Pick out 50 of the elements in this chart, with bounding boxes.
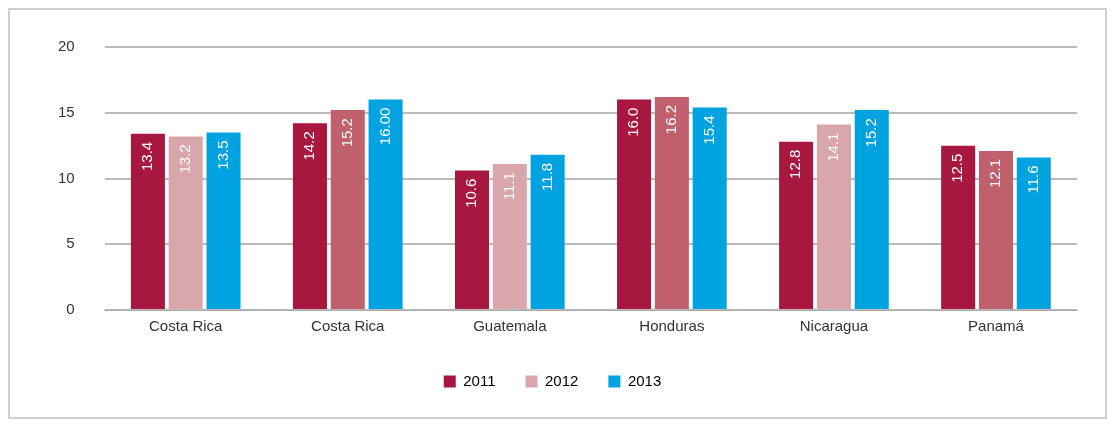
bar <box>654 96 689 309</box>
y-tick-label: 0 <box>66 300 75 318</box>
data-label: 12.5 <box>948 153 966 183</box>
bar <box>330 110 365 309</box>
data-label: 13.5 <box>213 140 231 170</box>
data-label: 16.2 <box>662 104 680 135</box>
data-label: 16.00 <box>375 107 393 146</box>
bar <box>130 133 165 309</box>
data-label: 14.1 <box>824 132 842 162</box>
bar <box>292 123 327 309</box>
data-label: 13.4 <box>138 141 156 171</box>
legend-label: 2013 <box>627 371 662 389</box>
bar <box>617 99 652 309</box>
bar <box>779 141 814 309</box>
data-label: 11.8 <box>537 162 555 191</box>
bar <box>454 170 490 309</box>
bar <box>941 145 976 309</box>
x-tick-label: Panamá <box>968 317 1025 335</box>
x-tick-label: Honduras <box>639 317 705 335</box>
x-tick-label: Guatemala <box>473 317 548 335</box>
bar <box>692 107 727 309</box>
data-label: 10.6 <box>462 178 480 208</box>
x-tick-label: Costa Rica <box>149 317 224 335</box>
legend-label: 2011 <box>463 371 496 389</box>
bar <box>206 132 241 309</box>
bar <box>368 99 403 309</box>
data-label: 12.8 <box>786 149 804 179</box>
x-tick-label: Costa Rica <box>311 317 386 335</box>
y-tick-label: 20 <box>58 37 75 55</box>
bar <box>854 110 889 309</box>
data-label: 12.1 <box>986 158 1004 189</box>
bar <box>978 150 1013 309</box>
data-label: 15.2 <box>861 118 879 148</box>
data-label: 15.4 <box>699 115 717 145</box>
bar <box>1016 157 1051 309</box>
y-tick-label: 5 <box>66 234 75 252</box>
data-label: 16.0 <box>624 107 642 137</box>
data-label: 11.1 <box>499 172 517 201</box>
y-tick-label: 10 <box>58 168 75 186</box>
data-label: 11.6 <box>1023 165 1041 194</box>
x-tick-label: Nicaragua <box>799 317 869 335</box>
data-label: 13.2 <box>175 144 193 174</box>
data-label: 14.2 <box>300 131 318 161</box>
bar <box>816 124 851 309</box>
y-tick-label: 15 <box>58 102 75 120</box>
legend-label: 2012 <box>545 371 579 389</box>
bar <box>492 164 527 309</box>
bar <box>168 136 203 309</box>
bar <box>530 154 565 309</box>
data-label: 15.2 <box>337 118 355 148</box>
